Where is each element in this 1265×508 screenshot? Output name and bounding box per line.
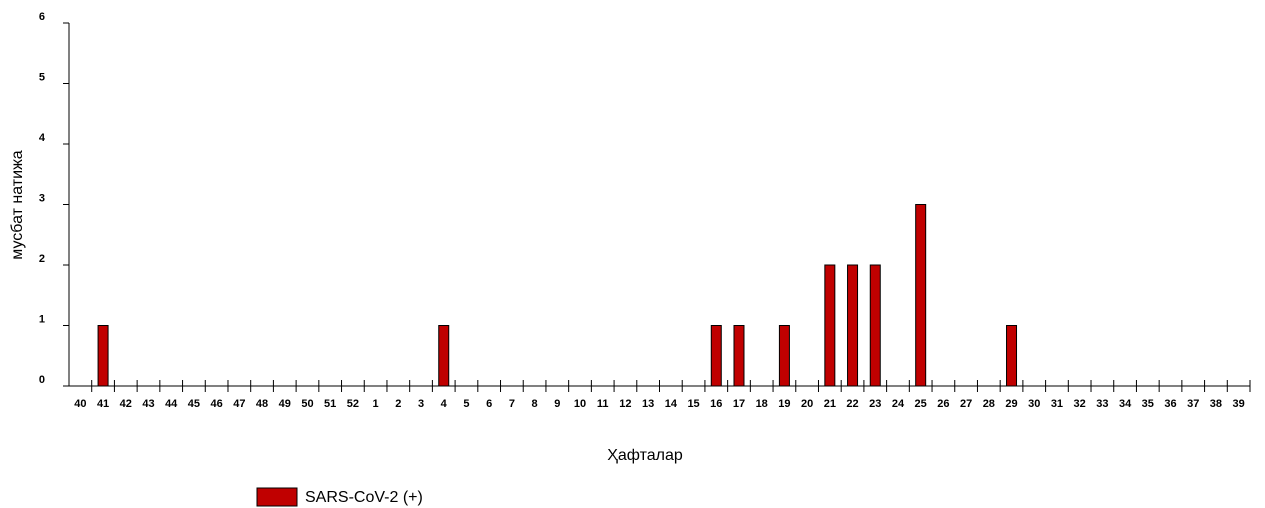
x-tick-label: 7 <box>509 398 515 410</box>
x-tick-label: 33 <box>1096 398 1108 410</box>
x-tick-label: 39 <box>1233 398 1245 410</box>
x-tick-label: 2 <box>395 398 401 410</box>
y-tick-label: 5 <box>39 71 45 83</box>
x-tick-label: 14 <box>665 398 678 410</box>
x-tick-label: 31 <box>1051 398 1063 410</box>
y-tick-label: 1 <box>39 313 45 325</box>
x-tick-label: 13 <box>642 398 654 410</box>
y-tick-label: 2 <box>39 253 45 265</box>
x-tick-label: 19 <box>778 398 790 410</box>
x-tick-label: 50 <box>301 398 313 410</box>
x-tick-label: 44 <box>165 398 178 410</box>
y-tick-label: 0 <box>39 374 45 386</box>
y-tick-label: 3 <box>39 192 45 204</box>
x-tick-label: 43 <box>142 398 154 410</box>
x-tick-label: 27 <box>960 398 972 410</box>
x-tick-label: 8 <box>532 398 538 410</box>
x-tick-label: 17 <box>733 398 745 410</box>
x-tick-label: 1 <box>373 398 379 410</box>
x-tick-label: 48 <box>256 398 268 410</box>
x-tick-label: 49 <box>279 398 291 410</box>
x-tick-label: 18 <box>756 398 768 410</box>
bar <box>847 264 859 387</box>
x-tick-label: 22 <box>846 398 858 410</box>
legend-label: SARS-CoV-2 (+) <box>305 489 423 506</box>
bar <box>778 325 790 387</box>
x-tick-label: 4 <box>441 398 448 410</box>
x-tick-label: 30 <box>1028 398 1040 410</box>
bar <box>97 325 109 387</box>
x-tick-label: 26 <box>937 398 949 410</box>
x-tick-label: 45 <box>188 398 200 410</box>
bar <box>733 325 745 387</box>
y-axis-label: мусбат натижа <box>9 150 26 259</box>
bar <box>915 204 927 387</box>
bar <box>824 264 836 387</box>
x-tick-label: 28 <box>983 398 995 410</box>
x-tick-label: 52 <box>347 398 359 410</box>
y-tick-label: 4 <box>39 132 46 144</box>
x-tick-label: 38 <box>1210 398 1222 410</box>
x-tick-label: 34 <box>1119 398 1132 410</box>
bar <box>869 264 881 387</box>
x-tick-label: 42 <box>120 398 132 410</box>
bar <box>1006 325 1018 387</box>
x-tick-label: 29 <box>1005 398 1017 410</box>
x-tick-label: 37 <box>1187 398 1199 410</box>
x-tick-label: 21 <box>824 398 836 410</box>
legend-swatch <box>256 487 298 507</box>
x-tick-label: 9 <box>554 398 560 410</box>
x-tick-label: 24 <box>892 398 905 410</box>
x-tick-label: 46 <box>211 398 223 410</box>
x-tick-label: 3 <box>418 398 424 410</box>
x-tick-label: 47 <box>233 398 245 410</box>
x-tick-label: 41 <box>97 398 109 410</box>
x-tick-label: 10 <box>574 398 586 410</box>
x-tick-label: 35 <box>1142 398 1154 410</box>
x-axis-label: Ҳафталар <box>607 447 683 464</box>
bar <box>710 325 722 387</box>
x-tick-label: 12 <box>619 398 631 410</box>
x-tick-label: 25 <box>915 398 927 410</box>
y-tick-label: 6 <box>39 11 45 23</box>
x-tick-label: 6 <box>486 398 492 410</box>
x-tick-label: 40 <box>74 398 86 410</box>
x-tick-label: 11 <box>597 398 609 410</box>
x-tick-label: 16 <box>710 398 722 410</box>
x-tick-label: 5 <box>463 398 469 410</box>
x-tick-label: 20 <box>801 398 813 410</box>
x-tick-label: 36 <box>1164 398 1176 410</box>
x-tick-label: 15 <box>687 398 699 410</box>
x-tick-label: 32 <box>1074 398 1086 410</box>
x-tick-label: 23 <box>869 398 881 410</box>
bar <box>438 325 450 387</box>
x-tick-label: 51 <box>324 398 336 410</box>
